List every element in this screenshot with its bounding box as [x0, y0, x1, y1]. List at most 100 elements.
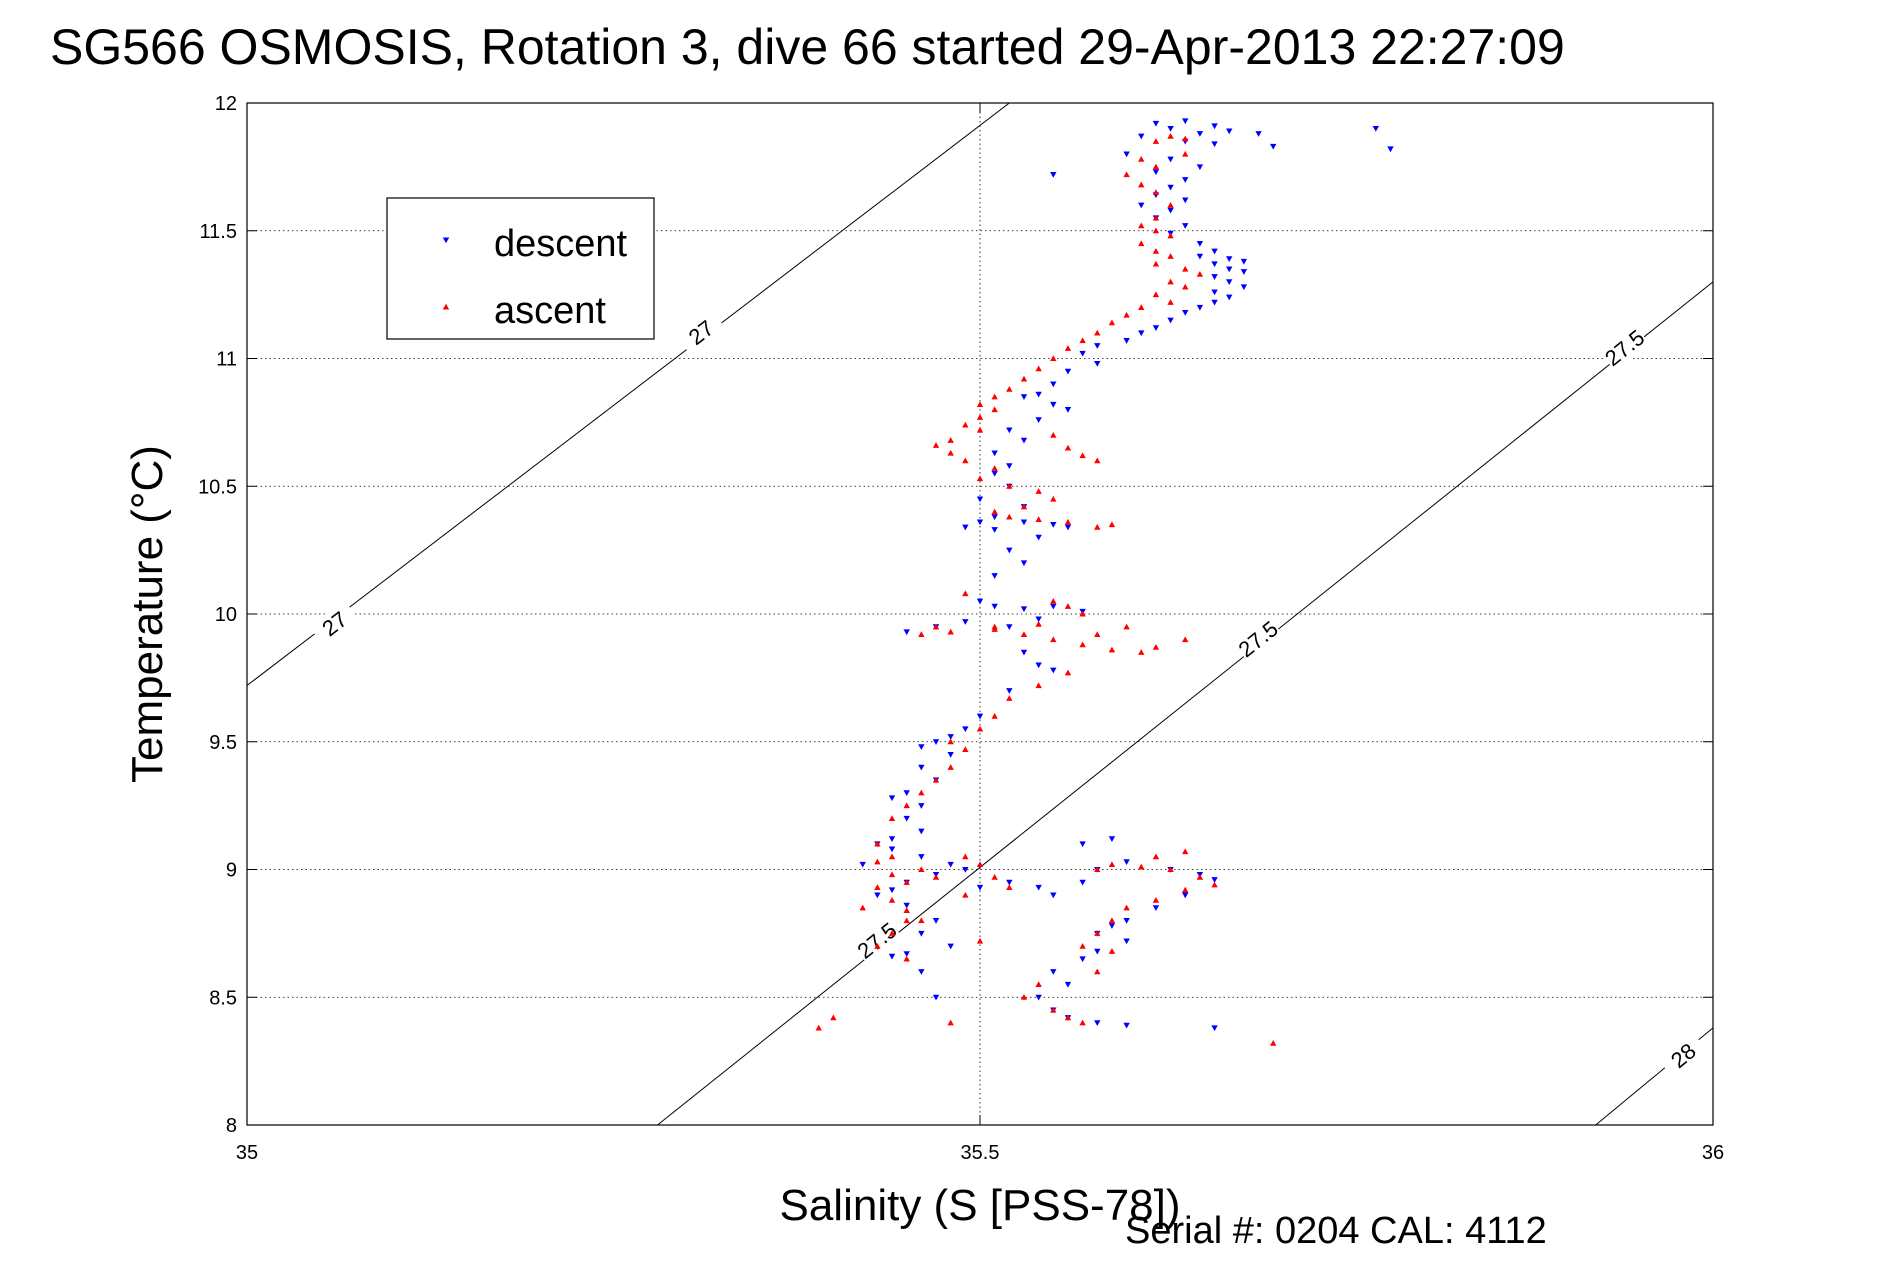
- descent-point: [1079, 841, 1086, 848]
- ascent-point: [1006, 884, 1013, 890]
- descent-point: [962, 726, 969, 733]
- ascent-point: [1167, 133, 1174, 139]
- descent-point: [1050, 667, 1057, 674]
- descent-point: [932, 994, 940, 1001]
- descent-point: [991, 470, 998, 477]
- descent-point: [1050, 522, 1057, 528]
- ascent-point: [874, 884, 881, 890]
- descent-point: [918, 828, 925, 835]
- ascent-point: [1050, 355, 1057, 362]
- descent-point: [1167, 184, 1174, 191]
- descent-point: [1006, 624, 1013, 630]
- y-tick-label: 9.5: [209, 732, 237, 754]
- ascent-point: [1182, 848, 1189, 855]
- ascent-point: [1138, 181, 1145, 188]
- descent-point: [1182, 177, 1189, 183]
- descent-point: [1211, 248, 1218, 255]
- descent-point: [1123, 151, 1130, 158]
- ascent-point: [874, 942, 881, 949]
- ascent-point: [903, 879, 910, 885]
- descent-point: [1020, 560, 1028, 567]
- legend-marker-descent: [442, 237, 450, 244]
- contour-label-bg: [1232, 614, 1284, 663]
- descent-point: [1035, 417, 1042, 424]
- y-axis-label: Temperature (°C): [123, 445, 172, 783]
- ascent-point: [932, 776, 940, 783]
- ascent-point: [976, 401, 984, 408]
- ascent-point: [1167, 232, 1174, 239]
- ascent-point: [1152, 138, 1160, 144]
- ascent-point: [1182, 150, 1189, 157]
- descent-point: [874, 892, 881, 899]
- ascent-point: [1050, 636, 1057, 643]
- y-tick-label: 11.5: [200, 221, 237, 243]
- descent-point: [1182, 309, 1189, 316]
- ascent-point: [947, 449, 954, 456]
- ascent-point: [976, 937, 984, 944]
- descent-point: [888, 953, 896, 960]
- ascent-point: [1006, 483, 1013, 489]
- descent-point: [1094, 948, 1101, 955]
- ascent-point: [1020, 503, 1028, 510]
- descent-point: [918, 854, 925, 860]
- contour-label-bg: [1599, 323, 1650, 372]
- descent-point: [932, 918, 940, 924]
- descent-point: [1006, 463, 1013, 470]
- ascent-point: [962, 891, 969, 898]
- ascent-point: [1152, 163, 1160, 170]
- ascent-point: [1182, 636, 1189, 643]
- ascent-point: [1006, 385, 1013, 392]
- descent-point: [1211, 123, 1218, 130]
- ascent-point: [1035, 516, 1042, 523]
- descent-point: [962, 524, 969, 531]
- descent-point: [918, 930, 925, 937]
- descent-point: [1255, 131, 1262, 137]
- contour-label: 27.5: [853, 918, 902, 964]
- ascent-point: [1152, 644, 1160, 650]
- ascent-point: [991, 465, 998, 471]
- descent-point: [918, 764, 925, 771]
- contour-label-bg: [675, 308, 727, 356]
- ascent-point: [991, 508, 998, 515]
- descent-point: [1167, 317, 1174, 324]
- descent-point: [1152, 169, 1160, 176]
- ascent-point: [1035, 981, 1042, 988]
- descent-point: [1064, 524, 1072, 531]
- ascent-point: [1152, 227, 1160, 234]
- ascent-point: [1270, 1040, 1277, 1046]
- ascent-point: [888, 853, 896, 860]
- contour-label: 27.5: [1234, 616, 1283, 662]
- ascent-point: [947, 764, 954, 770]
- ascent-point: [1108, 861, 1116, 867]
- y-tick-label: 10: [215, 604, 237, 626]
- ascent-point: [1006, 695, 1013, 701]
- descent-point: [1387, 146, 1394, 153]
- ascent-point: [1167, 866, 1174, 873]
- ascent-point: [991, 713, 998, 719]
- ascent-point: [962, 590, 969, 597]
- descent-point: [1006, 427, 1013, 434]
- ascent-point: [1079, 610, 1086, 617]
- contour-label: 27.5: [1600, 325, 1649, 371]
- contour-label-bg: [851, 916, 903, 965]
- ascent-point: [962, 421, 969, 428]
- legend-box: [386, 197, 655, 340]
- ascent-point: [918, 866, 925, 873]
- descent-point: [1211, 299, 1218, 306]
- descent-point: [1050, 381, 1057, 388]
- ascent-point: [947, 1019, 954, 1026]
- ascent-point: [991, 873, 998, 880]
- ascent-point: [976, 725, 984, 732]
- descent-point: [1138, 133, 1145, 140]
- descent-point: [1211, 141, 1218, 148]
- descent-point: [1108, 836, 1116, 843]
- ascent-point: [991, 393, 998, 400]
- ascent-point: [976, 861, 984, 867]
- descent-point: [1035, 662, 1042, 669]
- descent-point: [888, 795, 896, 802]
- ascent-point: [888, 815, 896, 821]
- ascent-point: [874, 858, 881, 865]
- ascent-point: [874, 840, 881, 847]
- ascent-point: [962, 457, 969, 464]
